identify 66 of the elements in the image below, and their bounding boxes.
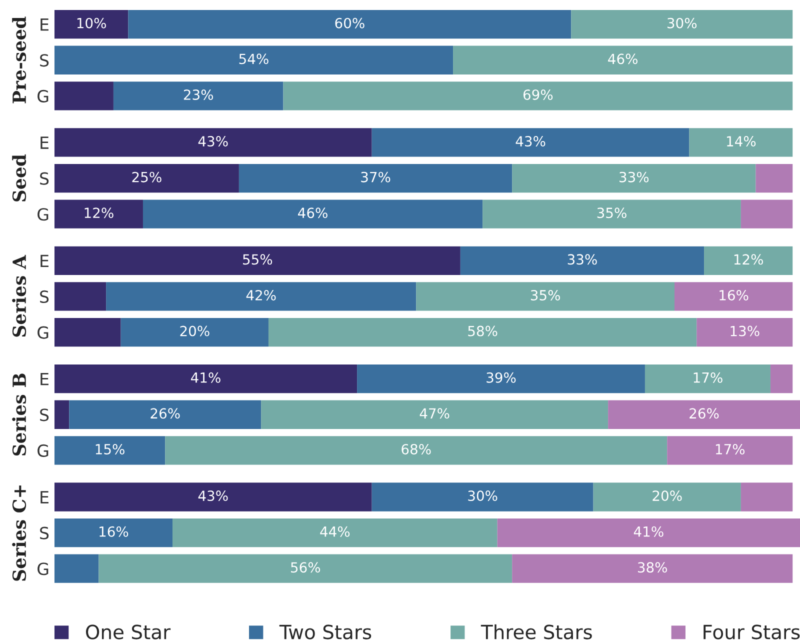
y-tick-label: S — [40, 526, 49, 540]
data-label: 69% — [523, 89, 553, 100]
data-label: 46% — [608, 54, 638, 64]
data-label: 16% — [100, 526, 128, 537]
data-label: 43% — [516, 136, 546, 147]
data-label: 68% — [402, 444, 431, 454]
data-label: 16% — [720, 290, 748, 300]
data-label: 47% — [420, 408, 450, 419]
y-tick-label: S — [40, 54, 49, 67]
data-label: 20% — [652, 490, 682, 502]
data-label: 35% — [530, 290, 560, 300]
y-tick-label: G — [38, 326, 48, 339]
data-label: 33% — [620, 172, 649, 182]
legend-label: Three Stars — [480, 624, 592, 640]
data-label: 17% — [694, 372, 722, 383]
data-label: 44% — [320, 526, 350, 537]
data-label: 35% — [597, 208, 626, 218]
data-label: 43% — [198, 136, 228, 147]
legend-label: Two Stars — [279, 624, 372, 640]
data-label: 43% — [198, 490, 228, 502]
data-label: 30% — [468, 490, 498, 502]
y-tick-label: E — [40, 136, 48, 149]
text: Seed — [12, 154, 26, 202]
legend-label: One Star — [86, 624, 171, 640]
legend-label: Four Stars — [704, 624, 800, 640]
data-label: 14% — [727, 136, 756, 147]
text: Series B — [12, 374, 26, 456]
text: Pre-seed — [12, 16, 26, 104]
text: Series A — [12, 254, 26, 337]
y-tick-label: E — [40, 373, 48, 386]
data-label: 26% — [150, 408, 180, 419]
y-tick-label: S — [40, 172, 49, 185]
y-tick-label: G — [38, 90, 48, 102]
data-label: 15% — [96, 444, 124, 454]
text: Series C+ — [12, 486, 26, 581]
data-label: 26% — [690, 408, 719, 419]
data-label: 12% — [84, 208, 114, 218]
y-tick-label: E — [40, 254, 48, 267]
data-label: 54% — [239, 54, 268, 64]
data-label: 20% — [180, 326, 210, 336]
data-label: 23% — [184, 89, 214, 100]
y-tick-label: E — [40, 18, 48, 31]
data-label: 41% — [634, 526, 664, 537]
data-label: 55% — [243, 254, 272, 265]
data-label: 10% — [77, 18, 106, 28]
y-tick-label: S — [40, 290, 49, 304]
data-label: 12% — [734, 254, 763, 265]
data-label: 56% — [291, 562, 320, 573]
data-label: 25% — [132, 172, 162, 182]
y-tick-label: G — [38, 444, 48, 458]
data-label: 13% — [730, 326, 760, 336]
data-label: 17% — [716, 444, 745, 454]
data-label: 33% — [568, 254, 597, 265]
data-label: 42% — [246, 290, 276, 300]
data-label: 30% — [668, 18, 697, 28]
data-label: 41% — [190, 372, 220, 383]
data-label: 38% — [638, 562, 668, 573]
y-tick-label: S — [40, 408, 49, 422]
data-label: 37% — [361, 172, 390, 182]
data-label: 60% — [335, 18, 364, 28]
data-label: 58% — [468, 326, 498, 336]
y-tick-label: E — [40, 491, 48, 504]
y-tick-label: G — [38, 562, 48, 576]
data-label: 39% — [486, 372, 516, 383]
data-label: 46% — [298, 208, 328, 218]
y-tick-label: G — [38, 208, 48, 221]
